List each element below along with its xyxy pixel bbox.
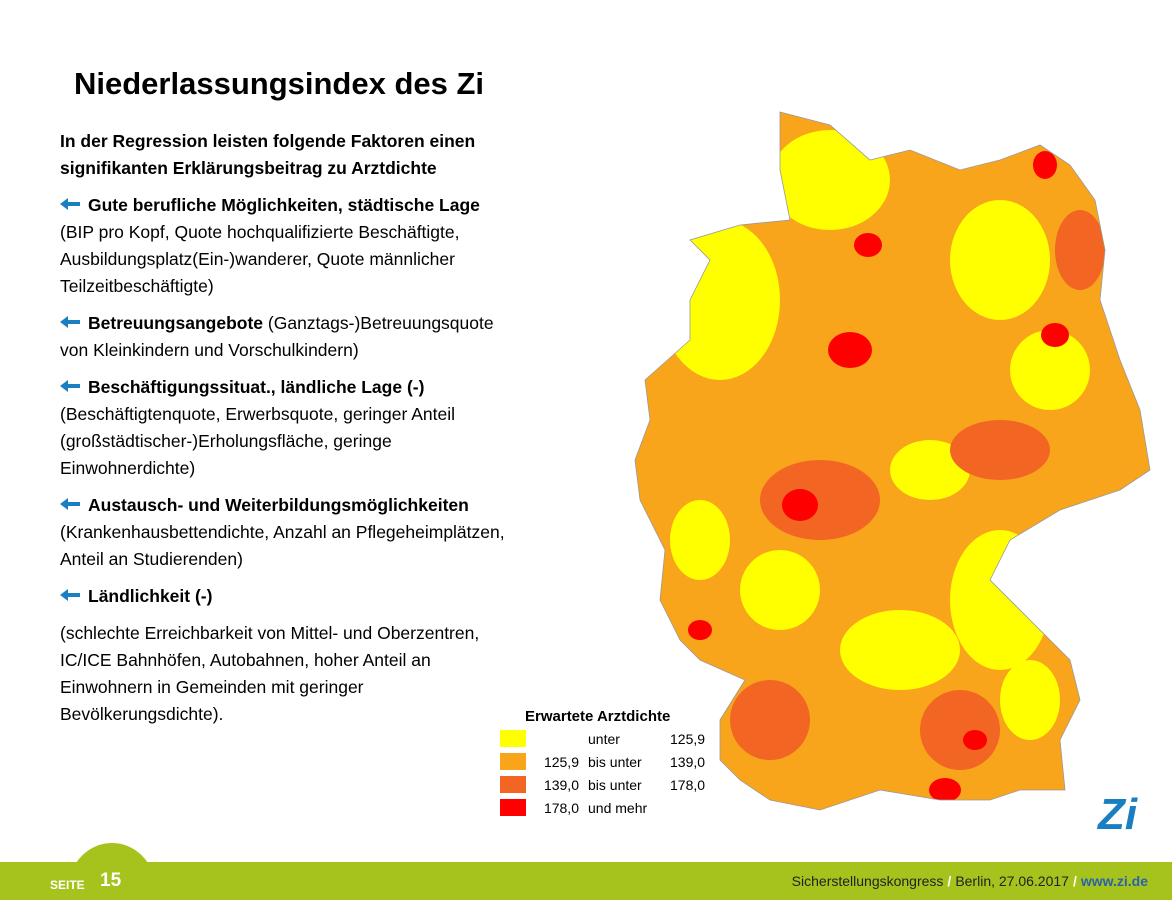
legend-from: 139,0 (543, 776, 579, 793)
legend-row: 139,0 bis unter 178,0 (500, 773, 706, 796)
legend-from: 125,9 (543, 753, 579, 770)
page-label: SEITE (50, 878, 85, 892)
legend-cell: 178,0 (534, 796, 587, 819)
factor-heading: Gute berufliche Möglichkeiten, städtisch… (88, 195, 480, 215)
legend-cell (500, 727, 534, 750)
legend-to: 178,0 (670, 776, 706, 793)
factor-heading: Austausch- und Weiterbildungsmöglichkeit… (88, 495, 469, 515)
separator: / (947, 873, 952, 889)
legend-from: 178,0 (543, 799, 579, 816)
factor-list: Gute berufliche Möglichkeiten, städtisch… (60, 192, 505, 610)
legend-cell: unter (587, 727, 669, 750)
factor-heading: Ländlichkeit (-) (88, 586, 213, 606)
arrow-icon (60, 316, 80, 328)
legend-connector: unter (588, 730, 620, 747)
legend-cell (500, 796, 534, 819)
factor: Ländlichkeit (-) (60, 583, 505, 610)
factor-detail: (Krankenhausbettendichte, Anzahl an Pfle… (60, 522, 505, 569)
logo: Zi (1098, 790, 1138, 839)
legend-swatch (500, 753, 526, 770)
arrow-icon (60, 380, 80, 392)
factor-heading: Beschäftigungssituat., ländliche Lage (-… (88, 377, 425, 397)
legend-to: 139,0 (670, 753, 706, 770)
legend-connector: bis unter (588, 753, 642, 770)
legend-rows: unter 125,9 125,9 bis unter 139,0 139,0 bis un… (500, 727, 706, 819)
legend-cell: bis unter (587, 773, 669, 796)
legend-cell: bis unter (587, 750, 669, 773)
factor-detail: (Ganztags-)Betreuungsquote von Kleinkind… (60, 313, 494, 360)
legend-row: 178,0 und mehr (500, 796, 706, 819)
legend-cell (534, 727, 587, 750)
arrow-icon (60, 198, 80, 210)
legend-swatch (500, 776, 526, 793)
legend-row: 125,9 bis unter 139,0 (500, 750, 706, 773)
legend-connector: bis unter (588, 776, 642, 793)
place-date: Berlin, 27.06.2017 (955, 873, 1069, 889)
legend-cell: 139,0 (669, 750, 706, 773)
arrow-icon (60, 589, 80, 601)
legend-cell: 178,0 (669, 773, 706, 796)
arrow-icon (60, 498, 80, 510)
factor: Austausch- und Weiterbildungsmöglichkeit… (60, 492, 505, 573)
legend: Erwartete Arztdichte unter 125,9 125,9 bis … (500, 708, 706, 819)
factor-heading: Betreuungsangebote (88, 313, 264, 333)
separator: / (1072, 873, 1077, 889)
legend-cell: 125,9 (534, 750, 587, 773)
legend-cell (500, 750, 534, 773)
legend-cell (669, 796, 706, 819)
legend-cell: 139,0 (534, 773, 587, 796)
legend-swatch (500, 799, 526, 816)
legend-row: unter 125,9 (500, 727, 706, 750)
footer-text: Sicherstellungskongress / Berlin, 27.06.20… (792, 873, 1148, 889)
factor: Betreuungsangebote (Ganztags-)Betreuungs… (60, 310, 505, 364)
factor-detail: (Beschäftigtenquote, Erwerbsquote, gerin… (60, 404, 455, 478)
legend-cell: und mehr (587, 796, 669, 819)
event: Sicherstellungskongress (791, 873, 944, 889)
slide-title: Niederlassungsindex des Zi (74, 66, 485, 101)
legend-connector: und mehr (588, 799, 648, 816)
footer (0, 862, 1172, 900)
legend-cell: 125,9 (669, 727, 706, 750)
body-text: In der Regression leisten folgende Fakto… (60, 128, 505, 738)
factor-detail: (BIP pro Kopf, Quote hochqualifizierte B… (60, 222, 460, 296)
legend-to: 125,9 (670, 730, 706, 747)
intro: In der Regression leisten folgende Fakto… (60, 131, 476, 178)
note: (schlechte Erreichbarkeit von Mittel- un… (60, 623, 480, 724)
url[interactable]: www.zi.de (1080, 873, 1148, 889)
legend-swatch (500, 730, 526, 747)
page-number: 15 (100, 870, 122, 891)
legend-cell (500, 773, 534, 796)
factor: Beschäftigungssituat., ländliche Lage (-… (60, 374, 505, 482)
legend-title: Erwartete Arztdichte (525, 708, 671, 725)
factor: Gute berufliche Möglichkeiten, städtisch… (60, 192, 505, 300)
